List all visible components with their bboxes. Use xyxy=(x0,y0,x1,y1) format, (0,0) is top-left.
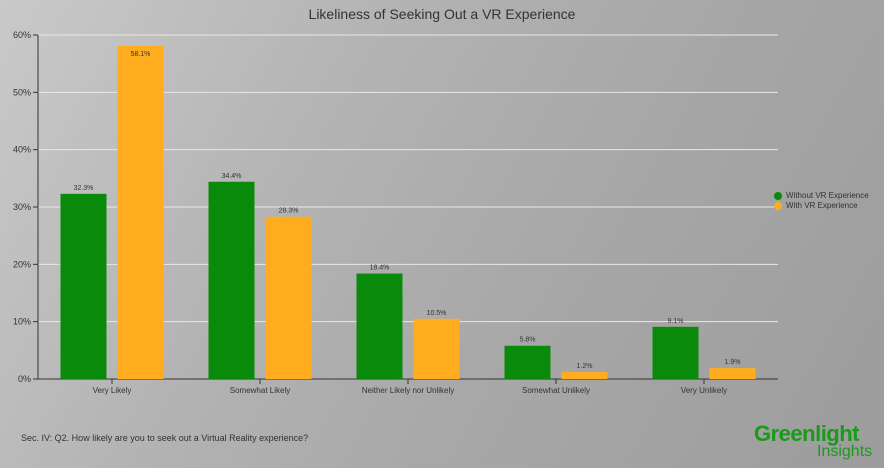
data-label: 34.4% xyxy=(222,173,242,180)
x-tick-label: Neither Likely nor Unlikely xyxy=(362,386,454,395)
legend: Without VR Experience With VR Experience xyxy=(774,191,869,211)
data-label: 58.1% xyxy=(131,51,151,58)
bar[interactable] xyxy=(413,318,460,379)
bar[interactable] xyxy=(652,326,699,379)
y-tick-label: 50% xyxy=(13,87,31,97)
x-tick-label: Somewhat Unlikely xyxy=(522,386,590,395)
chart-title: Likeliness of Seeking Out a VR Experienc… xyxy=(308,6,576,22)
x-tick-label: Very Unlikely xyxy=(681,386,727,395)
bar[interactable] xyxy=(117,45,164,379)
y-tick-label: 40% xyxy=(13,145,31,155)
legend-label: Without VR Experience xyxy=(786,191,869,200)
legend-label: With VR Experience xyxy=(786,201,858,210)
data-label: 32.3% xyxy=(74,185,94,192)
data-label: 1.9% xyxy=(725,359,741,366)
y-tick-label: 30% xyxy=(13,202,31,212)
bar[interactable] xyxy=(208,181,255,379)
green-dot-icon xyxy=(774,191,782,200)
data-label: 1.2% xyxy=(577,363,593,370)
y-tick-label: 10% xyxy=(13,317,31,327)
x-tick-label: Somewhat Likely xyxy=(230,386,290,395)
y-tick-label: 0% xyxy=(18,374,31,384)
bar[interactable] xyxy=(561,372,608,379)
x-tick-label: Very Likely xyxy=(93,386,132,395)
legend-item[interactable]: Without VR Experience xyxy=(774,191,869,200)
orange-dot-icon xyxy=(774,201,782,210)
data-label: 28.3% xyxy=(279,208,299,215)
bar[interactable] xyxy=(356,273,403,379)
bar[interactable] xyxy=(709,368,756,379)
data-label: 18.4% xyxy=(370,265,390,272)
bar[interactable] xyxy=(60,193,107,379)
footnote: Sec. IV: Q2. How likely are you to seek … xyxy=(21,433,309,443)
data-label: 5.8% xyxy=(520,337,536,344)
data-label: 9.1% xyxy=(668,318,684,325)
y-tick-label: 60% xyxy=(13,30,31,40)
bar[interactable] xyxy=(504,345,551,379)
logo-insights: Insights xyxy=(817,443,873,460)
logo-greenlight: Greenlight xyxy=(754,421,860,446)
y-tick-label: 20% xyxy=(13,259,31,269)
bar[interactable] xyxy=(265,216,312,379)
legend-item[interactable]: With VR Experience xyxy=(774,201,869,210)
data-label: 10.5% xyxy=(427,310,447,317)
